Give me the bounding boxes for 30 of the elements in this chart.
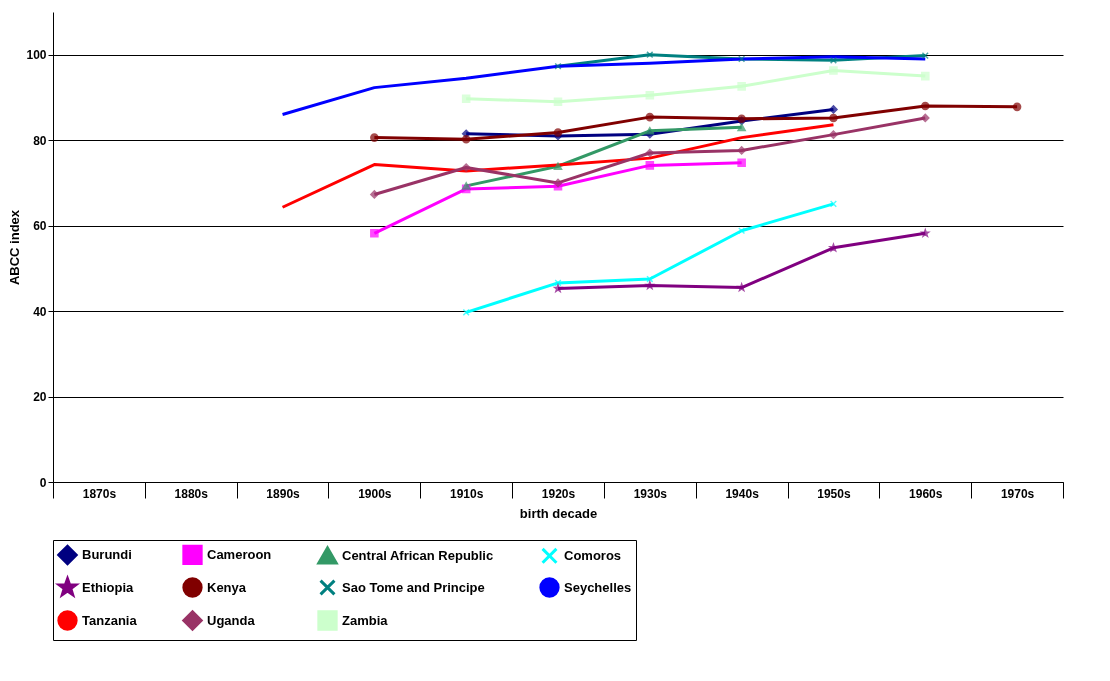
x-tick-label: 1930s bbox=[633, 486, 668, 501]
y-axis-title: ABCC index bbox=[7, 209, 23, 286]
y-tick-label: 80 bbox=[33, 133, 47, 148]
legend-label: Zambia bbox=[342, 612, 389, 628]
x-tick-label: 1940s bbox=[725, 486, 760, 501]
legend-label: Seychelles bbox=[564, 579, 632, 595]
x-tick-label: 1920s bbox=[541, 486, 576, 501]
x-tick-label: 1910s bbox=[449, 486, 484, 501]
legend-label: Cameroon bbox=[207, 546, 272, 562]
legend-label: Central African Republic bbox=[342, 547, 494, 563]
legend-label: Kenya bbox=[207, 579, 247, 595]
legend-label: Burundi bbox=[82, 546, 132, 562]
y-tick-label: 20 bbox=[33, 390, 47, 405]
x-tick-label: 1900s bbox=[358, 486, 392, 501]
x-axis-title: birth decade bbox=[519, 505, 598, 521]
x-tick-label: 1890s bbox=[266, 486, 301, 501]
x-tick-label: 1880s bbox=[174, 486, 209, 501]
y-tick-label: 40 bbox=[33, 304, 47, 319]
x-tick-label: 1950s bbox=[817, 486, 851, 501]
legend-label: Uganda bbox=[207, 612, 256, 628]
y-tick-label: 100 bbox=[26, 48, 47, 63]
x-tick-label: 1870s bbox=[82, 486, 117, 501]
legend-label: Comoros bbox=[564, 547, 622, 563]
x-tick-label: 1970s bbox=[1000, 486, 1035, 501]
y-tick-label: 0 bbox=[39, 475, 47, 490]
legend-label: Tanzania bbox=[82, 612, 138, 628]
legend-label: Sao Tome and Principe bbox=[342, 579, 485, 595]
legend-label: Ethiopia bbox=[82, 579, 135, 595]
x-tick-label: 1960s bbox=[909, 486, 943, 501]
y-tick-label: 60 bbox=[33, 219, 47, 234]
